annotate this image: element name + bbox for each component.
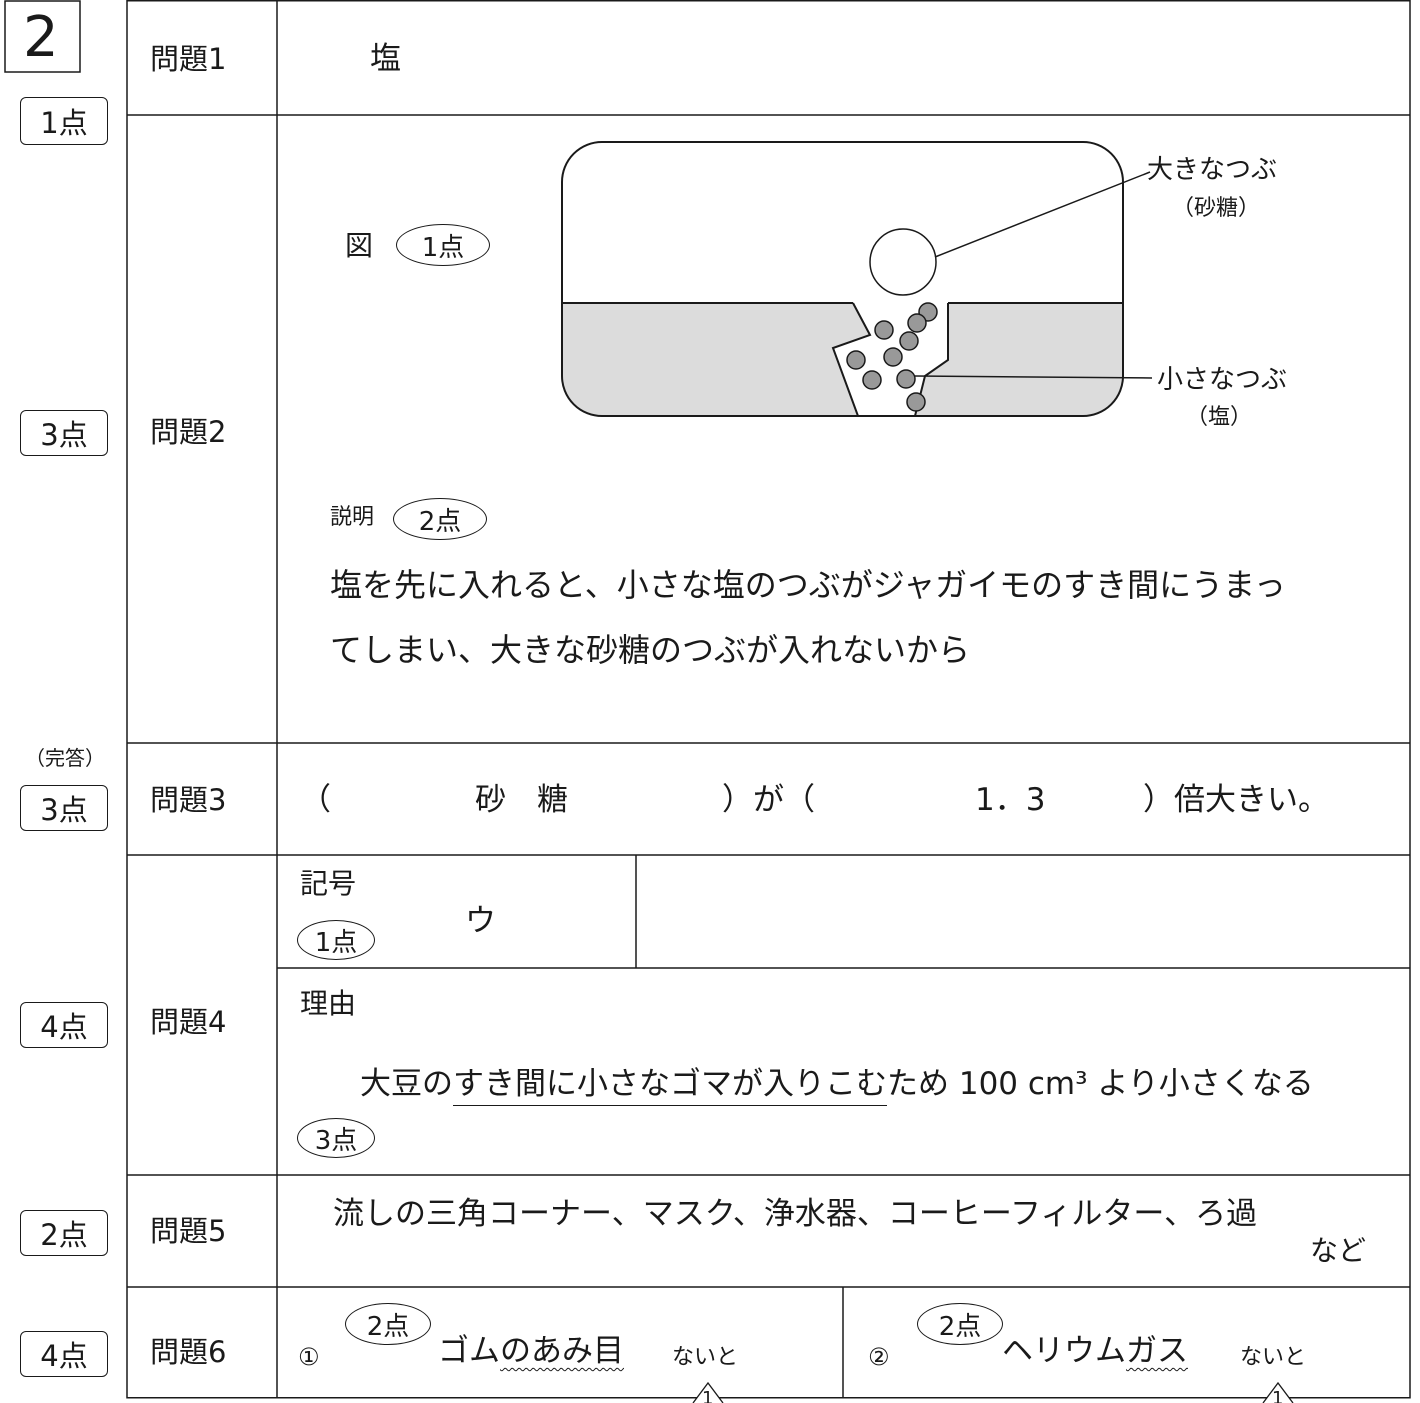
points-circle: 1点: [396, 224, 490, 266]
note: ないと: [1240, 1345, 1307, 1370]
answer-part: （: [300, 782, 331, 818]
small-particle: [862, 370, 882, 390]
answer: ヘリウムガス: [1002, 1336, 1188, 1367]
section-box: [4, 0, 81, 73]
answer: 流しの三角コーナー、マスク、浄水器、コーヒーフィルター、ろ過: [333, 1196, 1258, 1232]
note: ないと: [672, 1345, 739, 1370]
answer: ウ: [465, 903, 496, 939]
reason-label: 理由: [300, 987, 357, 1020]
gap-edge: [831, 302, 872, 417]
small-particle: [846, 350, 866, 370]
small-particle: [883, 347, 903, 367]
points-circle: 2点: [917, 1303, 1003, 1345]
question-label: 問題1: [150, 42, 227, 76]
reason: 大豆のすき間に小さなゴマが入りこむため 100 cm³ より小さくなる: [360, 1066, 1314, 1106]
question-label: 問題3: [150, 783, 227, 817]
answer-part: 1．3: [975, 782, 1046, 818]
score-box: 4点: [20, 1331, 108, 1377]
points-circle: 1点: [297, 920, 375, 960]
table-border: [126, 0, 1411, 1399]
score-box: 2点: [20, 1210, 108, 1256]
answer-part: 砂 糖: [475, 782, 568, 818]
item-number: ②: [868, 1343, 890, 1371]
points-circle: 3点: [297, 1118, 375, 1158]
figure-label: 図: [345, 229, 374, 262]
score-box: 3点: [20, 410, 108, 456]
answer-plain: ゴム: [438, 1333, 500, 1369]
figure-annotation: 大きなつぶ: [1147, 155, 1278, 185]
figure-annotation: （砂糖）: [1172, 196, 1261, 221]
answer-plain: ヘリウム: [1002, 1333, 1126, 1369]
leader-line: [914, 375, 1153, 379]
reason-part: ため 100 cm³ より小さくなる: [887, 1066, 1314, 1102]
figure-annotation: （塩）: [1186, 405, 1253, 430]
reason-part: 大豆の: [360, 1066, 453, 1102]
answer: ゴムのあみ目: [438, 1336, 624, 1367]
points-circle: 2点: [345, 1303, 431, 1345]
explanation-line: 塩を先に入れると、小さな塩のつぶがジャガイモのすき間にうまっ: [330, 566, 1286, 604]
answer-suffix: など: [1310, 1234, 1367, 1267]
small-particle: [874, 320, 894, 340]
question-label: 問題2: [150, 415, 227, 449]
small-particle: [907, 313, 927, 333]
section-number: 2: [23, 5, 59, 70]
points-circle: 2点: [393, 498, 487, 540]
leader-line: [934, 171, 1151, 258]
small-particle: [899, 331, 919, 351]
answer-marked: のあみ目: [500, 1333, 624, 1369]
note: （完答）: [25, 746, 105, 770]
deduction: 1: [1272, 1388, 1284, 1403]
explanation-label: 説明: [330, 505, 375, 530]
question-label: 問題4: [150, 1005, 227, 1039]
score-box: 1点: [20, 97, 108, 145]
container: [561, 141, 1124, 417]
small-particle: [896, 369, 916, 389]
answer: 塩: [370, 41, 401, 77]
score-box: 4点: [20, 1002, 108, 1048]
symbol-label: 記号: [300, 867, 357, 900]
deduction-mark: [692, 1381, 724, 1403]
small-particle: [906, 392, 926, 412]
answer-part: ）倍大きい。: [1143, 782, 1329, 818]
question-label: 問題6: [150, 1335, 227, 1369]
explanation-line: てしまい、大きな砂糖のつぶが入れないから: [330, 631, 971, 669]
item-number: ①: [298, 1343, 320, 1371]
answer-marked: ガス: [1126, 1333, 1188, 1369]
score-box: 3点: [20, 785, 108, 831]
figure: [561, 141, 1153, 417]
reason-underlined: すき間に小さなゴマが入りこむ: [453, 1066, 887, 1106]
large-particle: [869, 228, 937, 296]
answer-part: ）が（: [722, 782, 815, 818]
question-label: 問題5: [150, 1214, 227, 1248]
deduction: 1: [702, 1388, 714, 1403]
deduction-mark: [1262, 1381, 1294, 1403]
figure-annotation: 小さなつぶ: [1157, 365, 1288, 395]
